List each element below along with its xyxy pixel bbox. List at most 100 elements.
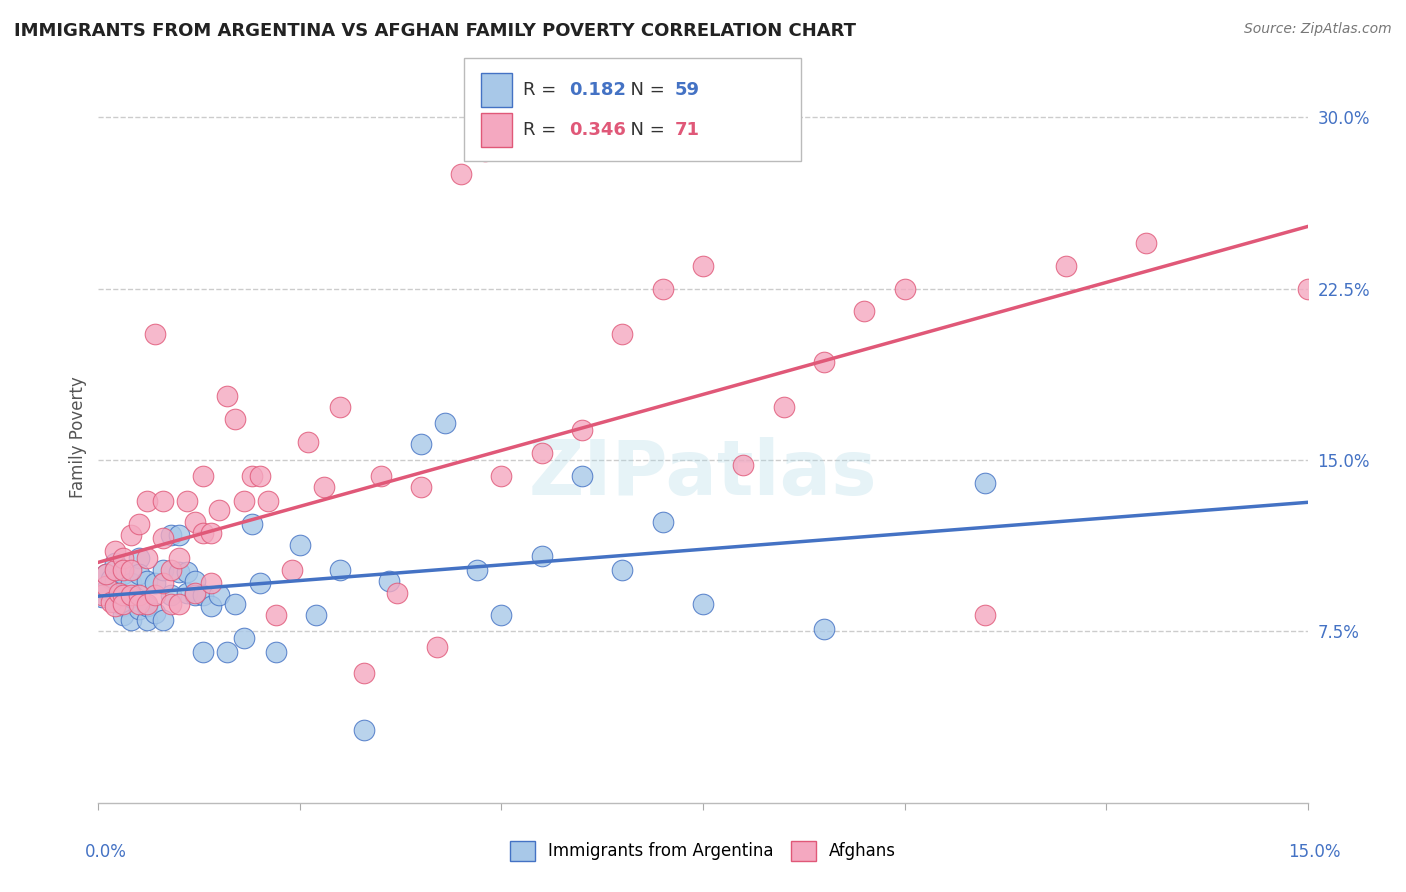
Point: [120, 528, 142, 542]
Point: [91, 590, 114, 604]
Point: [143, 576, 166, 591]
Point: [111, 597, 134, 611]
Point: [264, 608, 287, 623]
Point: [232, 494, 254, 508]
Point: [249, 576, 271, 591]
Point: [370, 469, 392, 483]
Point: [224, 412, 246, 426]
Point: [103, 599, 125, 614]
Point: [353, 723, 375, 737]
Point: [160, 563, 183, 577]
Point: [409, 437, 432, 451]
Point: [152, 576, 174, 591]
Text: R =: R =: [523, 81, 562, 99]
Text: N =: N =: [619, 81, 671, 99]
Point: [353, 665, 375, 680]
Point: [305, 608, 328, 623]
Point: [813, 354, 835, 368]
Point: [107, 588, 129, 602]
Point: [217, 645, 239, 659]
Point: [135, 574, 157, 588]
Point: [167, 597, 190, 611]
Point: [426, 640, 449, 655]
Text: 71: 71: [675, 121, 700, 139]
Point: [893, 281, 915, 295]
Point: [184, 585, 207, 599]
Point: [167, 565, 190, 579]
Point: [733, 458, 755, 472]
Point: [450, 167, 472, 181]
Point: [571, 469, 593, 483]
Point: [152, 613, 174, 627]
Point: [96, 567, 118, 582]
Point: [128, 588, 150, 602]
Point: [103, 574, 125, 588]
Point: [974, 608, 997, 623]
Point: [135, 551, 157, 566]
Point: [176, 565, 198, 579]
Point: [107, 585, 129, 599]
Point: [176, 585, 198, 599]
Point: [135, 597, 157, 611]
Text: 0.346: 0.346: [569, 121, 626, 139]
Point: [152, 563, 174, 577]
Point: [853, 304, 876, 318]
Point: [176, 494, 198, 508]
Point: [434, 417, 457, 431]
Point: [200, 576, 222, 591]
Point: [135, 494, 157, 508]
Point: [249, 469, 271, 483]
Point: [184, 515, 207, 529]
Point: [530, 446, 553, 460]
Point: [103, 563, 125, 577]
Point: [264, 645, 287, 659]
Point: [692, 597, 714, 611]
Point: [96, 567, 118, 582]
Point: [128, 551, 150, 566]
Point: [974, 475, 997, 490]
Point: [111, 567, 134, 582]
Point: [111, 588, 134, 602]
Point: [111, 608, 134, 623]
Point: [160, 597, 183, 611]
Text: N =: N =: [619, 121, 671, 139]
Point: [143, 588, 166, 602]
Point: [100, 595, 122, 609]
Legend: Immigrants from Argentina, Afghans: Immigrants from Argentina, Afghans: [503, 834, 903, 868]
Point: [128, 601, 150, 615]
Point: [167, 528, 190, 542]
Point: [135, 599, 157, 614]
Point: [651, 515, 673, 529]
Point: [152, 494, 174, 508]
Point: [91, 588, 114, 602]
Point: [813, 622, 835, 636]
Point: [193, 645, 215, 659]
Point: [103, 544, 125, 558]
Point: [96, 583, 118, 598]
Point: [143, 606, 166, 620]
Text: ZIPatlas: ZIPatlas: [529, 437, 877, 510]
Point: [103, 556, 125, 570]
Point: [281, 563, 304, 577]
Point: [385, 585, 408, 599]
Point: [120, 590, 142, 604]
Point: [193, 526, 215, 541]
Point: [377, 574, 399, 588]
Point: [128, 567, 150, 582]
Point: [193, 588, 215, 602]
Point: [491, 608, 513, 623]
Point: [256, 494, 278, 508]
Point: [111, 563, 134, 577]
Point: [329, 401, 352, 415]
Point: [651, 281, 673, 295]
Point: [111, 599, 134, 614]
Point: [232, 632, 254, 646]
Point: [224, 597, 246, 611]
Point: [288, 537, 311, 551]
Point: [128, 516, 150, 531]
Point: [152, 531, 174, 545]
Point: [1296, 281, 1319, 295]
Point: [111, 590, 134, 604]
Point: [571, 423, 593, 437]
Point: [297, 434, 319, 449]
